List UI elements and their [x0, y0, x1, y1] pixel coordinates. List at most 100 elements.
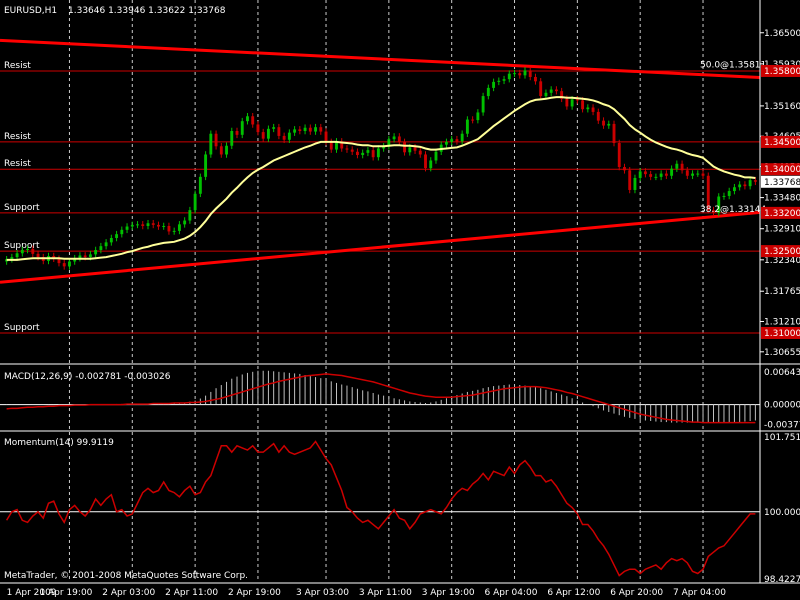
level-price-tag: 1.34500 — [764, 138, 800, 148]
level-price-tag-bg — [761, 206, 800, 219]
level-price-tag: 1.31000 — [764, 329, 800, 339]
candle-body — [251, 116, 255, 125]
price-panel[interactable]: ResistResistResistSupportSupportSupport … — [0, 0, 767, 582]
candle-body — [62, 263, 66, 267]
candle-body — [455, 139, 459, 142]
candle-body — [219, 146, 223, 155]
candle-body — [586, 107, 590, 110]
candle-body — [130, 224, 134, 227]
candle-body — [523, 70, 527, 76]
candle-body — [732, 187, 736, 192]
candle-body — [633, 177, 637, 190]
fib-labels: 50.0@1.35811 38.2@1.33144 — [700, 60, 767, 214]
candle-body — [612, 123, 616, 144]
candle-body — [272, 127, 276, 129]
price-tags: 1.35800 1.34500 1.34000 1.33200 1.32500 1.310… — [761, 64, 800, 339]
price-tick-label: 1.31765 — [764, 287, 800, 297]
candle-body — [549, 89, 553, 93]
candle-body — [198, 176, 202, 194]
price-tick-label: 1.32340 — [764, 256, 800, 266]
candle-body — [392, 136, 396, 140]
candle-body — [748, 180, 752, 187]
macd-tick-label: 0.006435 — [764, 368, 800, 378]
candle-body — [727, 191, 731, 196]
ohlc-readout: 1.33646 1.33946 1.33622 1.33768 — [68, 6, 226, 16]
candle-body — [659, 173, 663, 177]
candle-body — [177, 224, 181, 231]
candle-body — [722, 195, 726, 197]
candle-body — [261, 132, 265, 139]
candle-body — [371, 150, 375, 158]
candle-body — [104, 242, 108, 247]
current-price-tag-bg — [761, 175, 800, 188]
candle-body — [544, 92, 548, 97]
momentum-title: Momentum(14) 99.9119 — [4, 438, 114, 448]
current-price-tag: 1.33768 — [764, 178, 800, 188]
candle-body — [450, 139, 454, 142]
candle-body — [240, 121, 244, 135]
candle-body — [209, 133, 213, 155]
candle-body — [319, 127, 323, 132]
candle-body — [471, 119, 475, 121]
momentum-panel[interactable]: 101.7518 100.0000 98.4227 Momentum(14) 99.… — [0, 433, 800, 585]
level-label: Resist — [4, 132, 31, 142]
candle-body — [413, 147, 417, 151]
level-price-tag: 1.32500 — [764, 247, 800, 257]
candle-body — [57, 258, 61, 264]
candle-body — [382, 146, 386, 149]
candle-body — [136, 224, 139, 226]
candle-body — [712, 210, 715, 213]
time-tick-label: 2 Apr 03:00 — [102, 588, 155, 598]
level-label: Resist — [4, 159, 31, 169]
macd-panel[interactable]: 0.006435 0.00000 -0.00377 MACD(12,26,9) -0… — [0, 368, 800, 431]
candle-body — [623, 167, 626, 171]
candle-body — [366, 150, 370, 153]
candle-body — [340, 141, 344, 149]
time-tick-label: 3 Apr 19:00 — [422, 588, 475, 598]
candle-body — [753, 180, 757, 182]
candle-body — [256, 124, 260, 133]
candle-body — [94, 250, 98, 255]
candle-body — [26, 248, 30, 251]
time-tick-label: 2 Apr 11:00 — [165, 588, 218, 598]
candle-body — [680, 163, 684, 171]
copyright-footer: MetaTrader, © 2001-2008 MetaQuotes Softw… — [4, 571, 248, 581]
candle-body — [361, 152, 365, 156]
candle-body — [643, 171, 647, 175]
price-tick-label: 1.35160 — [764, 102, 800, 112]
candle-body — [565, 98, 569, 107]
candle-body — [554, 89, 558, 92]
price-tick-label: 1.33480 — [764, 194, 800, 204]
candle-body — [350, 149, 354, 152]
candle-body — [649, 174, 653, 177]
candle-body — [10, 257, 14, 260]
time-tick-label: 1 Apr 19:00 — [39, 588, 92, 598]
level-price-tag-bg — [761, 163, 800, 176]
candle-body — [376, 148, 380, 158]
candle-body — [607, 123, 611, 126]
candle-body — [628, 170, 632, 190]
candle-body — [434, 151, 438, 161]
time-tick-label: 3 Apr 11:00 — [359, 588, 412, 598]
candle-body — [570, 99, 574, 107]
candle-body — [225, 145, 228, 155]
level-price-tag: 1.34000 — [764, 165, 800, 175]
macd-layer: 0.006435 0.00000 -0.00377 — [0, 368, 800, 431]
candle-body — [424, 154, 427, 169]
time-tick-label: 6 Apr 04:00 — [485, 588, 538, 598]
candle-body — [230, 131, 234, 146]
candle-body — [403, 141, 407, 153]
candle-body — [602, 120, 605, 126]
candle-body — [188, 210, 192, 221]
momentum-tick-label: 98.4227 — [764, 575, 800, 585]
candle-body — [115, 234, 119, 238]
candle-body — [507, 73, 511, 80]
candle-body — [183, 220, 187, 225]
level-label: Support — [4, 203, 40, 213]
candle-body — [246, 116, 249, 122]
candle-body — [193, 193, 197, 211]
candle-body — [73, 258, 77, 262]
level-label: Support — [4, 241, 40, 251]
